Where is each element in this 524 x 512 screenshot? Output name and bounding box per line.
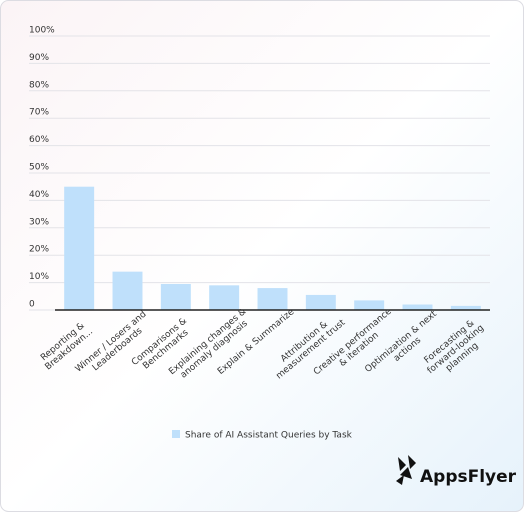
bar (160, 283, 191, 310)
legend-swatch (172, 430, 180, 438)
y-tick-label: 0 (29, 300, 35, 310)
bar (64, 186, 95, 310)
bar (354, 300, 385, 310)
y-tick-label: 80% (29, 80, 49, 90)
bar (305, 294, 336, 310)
logo-text: AppsFlyer (420, 467, 517, 487)
bar (112, 271, 143, 310)
y-tick-label: 50% (29, 163, 49, 173)
bar (450, 305, 481, 310)
bar (209, 285, 240, 310)
y-tick-label: 10% (29, 272, 49, 282)
y-tick-label: 100% (29, 26, 55, 36)
y-tick-label: 70% (29, 108, 49, 118)
y-tick-label: 90% (29, 53, 49, 63)
bar (257, 288, 288, 310)
y-tick-label: 30% (29, 217, 49, 227)
logo-icon (396, 455, 416, 485)
y-tick-label: 40% (29, 190, 49, 200)
legend-label: Share of AI Assistant Queries by Task (185, 431, 353, 441)
bar (402, 304, 433, 310)
y-tick-label: 60% (29, 135, 49, 145)
y-tick-label: 20% (29, 245, 49, 255)
